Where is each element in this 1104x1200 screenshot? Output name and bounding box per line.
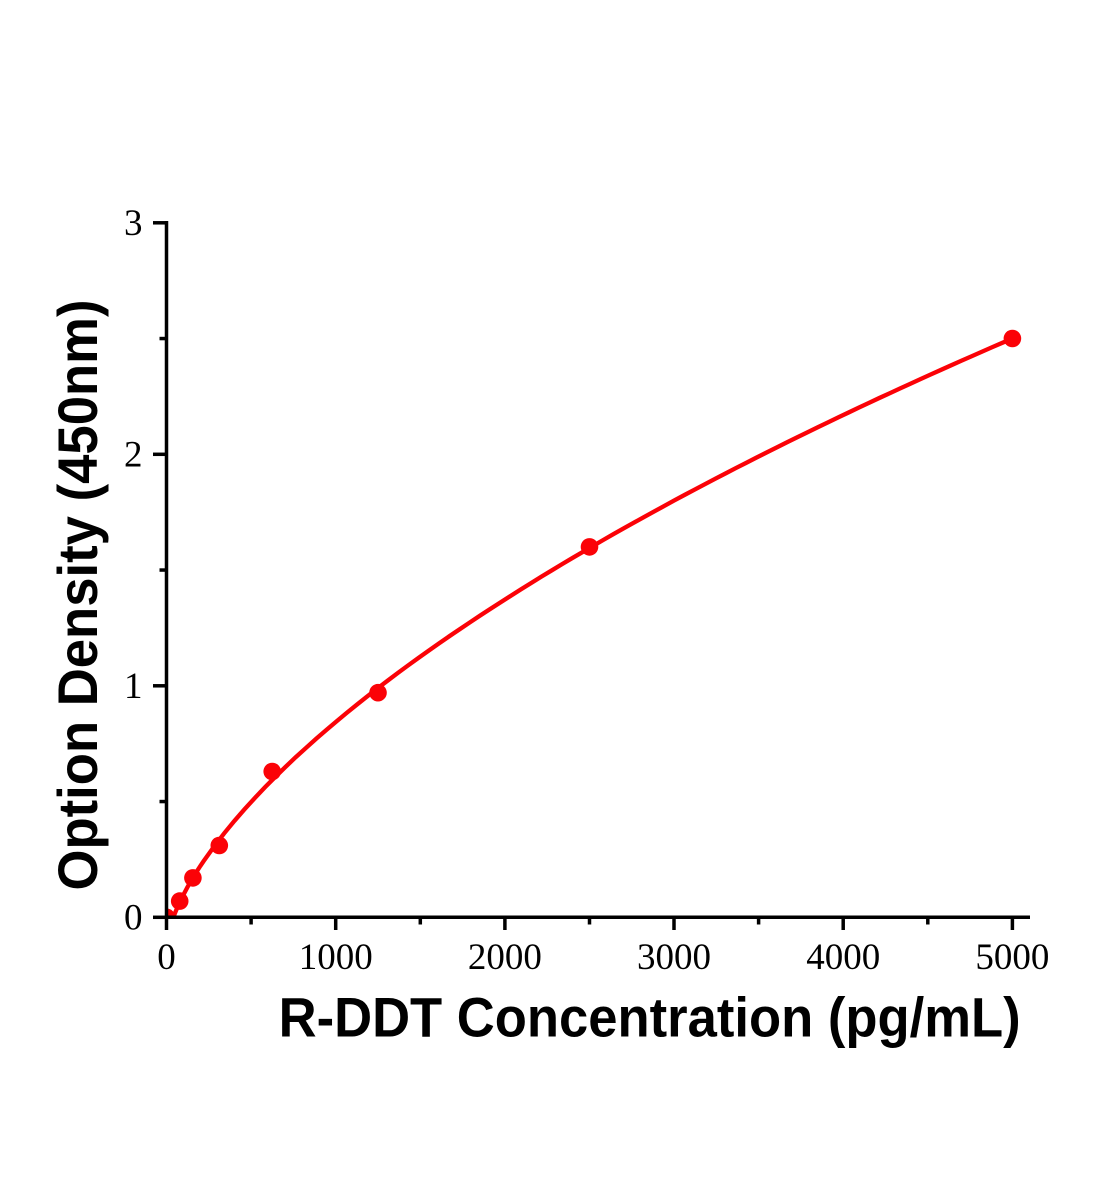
svg-text:Option Density (450nm): Option Density (450nm)	[46, 300, 109, 891]
svg-text:2000: 2000	[468, 937, 542, 978]
svg-text:3000: 3000	[637, 937, 711, 978]
svg-text:R-DDT Concentration (pg/mL): R-DDT Concentration (pg/mL)	[279, 986, 1021, 1049]
svg-text:2: 2	[124, 435, 143, 476]
svg-text:0: 0	[124, 898, 143, 939]
svg-text:0: 0	[157, 937, 176, 978]
svg-text:4000: 4000	[806, 937, 880, 978]
svg-text:1000: 1000	[299, 937, 373, 978]
svg-text:5000: 5000	[975, 937, 1049, 978]
svg-text:3: 3	[124, 203, 143, 244]
svg-text:1: 1	[124, 666, 143, 707]
